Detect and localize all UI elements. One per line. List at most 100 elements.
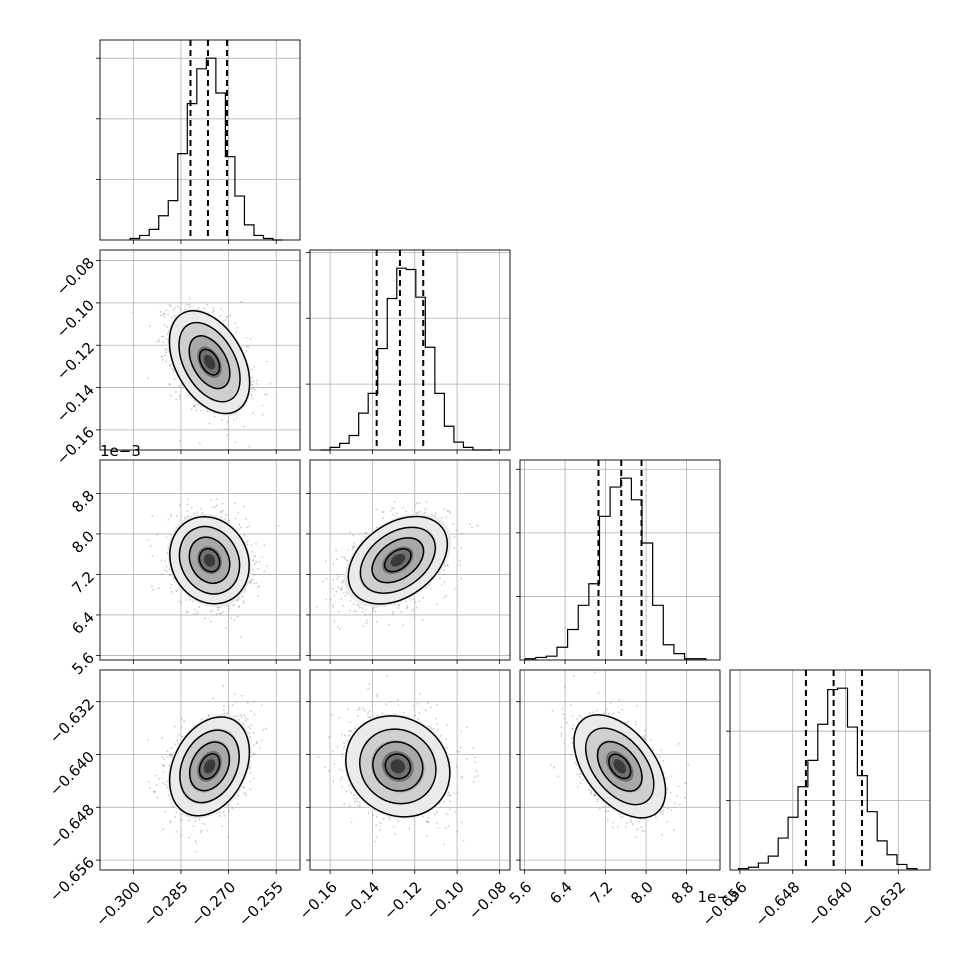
panel-3-point	[162, 781, 165, 784]
panel-4-point	[338, 768, 341, 771]
panel-3-point	[249, 771, 252, 774]
panel-1-point	[232, 603, 235, 606]
panel-1-point	[217, 609, 220, 611]
panel-4-point	[461, 777, 464, 779]
panel-5-point	[593, 794, 596, 797]
x-tick-label-3-2: −0.640	[804, 878, 856, 930]
scatter-panel-0-2-content	[100, 460, 300, 660]
panel-5-point	[644, 734, 647, 737]
panel-0-point	[192, 405, 195, 408]
panel-4-point	[443, 843, 445, 846]
panel-1-point	[164, 560, 167, 562]
panel-1-point	[210, 610, 212, 613]
panel-1-point	[257, 567, 260, 570]
panel-4-contour-0	[384, 753, 412, 780]
panel-5-point	[572, 724, 575, 727]
panel-3-point	[241, 786, 244, 789]
panel-0-point	[211, 311, 214, 314]
panel-2-point	[416, 511, 419, 514]
panel-5-point	[618, 711, 621, 714]
panel-2-point	[372, 607, 374, 610]
panel-5-point	[666, 788, 669, 791]
panel-1-point	[151, 554, 154, 557]
panel-4-point	[357, 804, 359, 807]
histogram-2-steps	[524, 477, 707, 660]
panel-3-point	[181, 735, 183, 738]
panel-0-point	[164, 316, 166, 319]
panel-0-point	[187, 394, 190, 397]
panel-4-point	[436, 723, 439, 726]
panel-1-point	[169, 573, 172, 576]
panel-0-point	[179, 439, 181, 442]
panel-4-point	[344, 734, 346, 737]
panel-4-point	[454, 810, 457, 813]
panel-0-point	[221, 419, 223, 422]
scatter-panel-2-3-content	[520, 670, 720, 870]
histogram-0-frame	[99, 39, 301, 241]
panel-4-point	[437, 728, 440, 731]
panel-2-point	[381, 510, 384, 513]
panel-5-point	[560, 726, 563, 729]
panel-5-point	[675, 795, 678, 798]
panel-0-point	[195, 409, 198, 412]
panel-2-point	[343, 591, 345, 594]
panel-0-point	[161, 359, 164, 361]
panel-2-point	[433, 514, 436, 517]
panel-2-point	[332, 563, 335, 566]
panel-2-point	[376, 526, 378, 528]
panel-1-point	[253, 573, 256, 576]
panel-4-point	[358, 804, 361, 807]
scatter-panel-1-2-content	[310, 460, 510, 660]
panel-2-contour-0	[383, 548, 412, 573]
panel-2-point	[346, 593, 349, 595]
panel-5-contour-0	[608, 753, 632, 780]
panel-1-point	[252, 569, 254, 571]
panel-2-point	[447, 565, 449, 567]
x-tick-label-2-2: 7.2	[587, 878, 617, 908]
panel-4-point	[465, 758, 468, 761]
panel-0-point	[161, 314, 164, 317]
panel-1-point	[251, 550, 253, 553]
panel-5-point	[597, 692, 600, 695]
panel-4-point	[353, 727, 356, 730]
panel-3-point	[170, 802, 173, 805]
panel-0-point	[213, 415, 216, 418]
panel-4-point	[436, 703, 439, 706]
panel-1-point	[190, 506, 193, 509]
panel-4-point	[381, 712, 384, 715]
panel-0-point	[256, 379, 258, 382]
panel-5-point	[596, 800, 599, 803]
panel-3-point	[169, 753, 172, 756]
panel-2-point	[335, 590, 338, 593]
panel-3-point	[222, 709, 225, 712]
panel-4-point	[474, 756, 476, 759]
panel-0-point	[188, 303, 191, 306]
panel-1-point	[258, 585, 260, 588]
panel-0-point	[212, 309, 215, 312]
panel-1-point	[169, 587, 172, 589]
panel-3-point	[252, 752, 255, 755]
panel-5-point	[604, 711, 607, 714]
panel-4-point	[376, 695, 379, 697]
panel-5-point	[662, 759, 665, 762]
y-tick-label-3-3: −0.632	[46, 695, 98, 747]
panel-5-point	[674, 802, 676, 805]
panel-0-point	[158, 340, 161, 343]
panel-5-point	[605, 810, 607, 813]
panel-4-point	[394, 833, 397, 835]
panel-4-point	[385, 703, 388, 706]
panel-0-point	[261, 404, 264, 407]
panel-4-point	[447, 825, 450, 828]
panel-0-point	[155, 340, 158, 343]
panel-0-point	[243, 425, 245, 428]
panel-1-point	[185, 598, 188, 601]
panel-5-point	[687, 763, 690, 766]
panel-0-point	[250, 387, 253, 390]
panel-4-point	[445, 812, 448, 815]
panel-0-point	[188, 297, 191, 300]
panel-0-point	[160, 335, 163, 338]
x-axis-2: 5.6 6.4 7.2 8.0 8.8 1e−3	[506, 878, 739, 908]
x-axis-1: −0.16−0.14−0.12−0.10−0.08	[296, 878, 511, 923]
panel-3-point	[163, 764, 165, 767]
panel-1-point	[156, 533, 158, 536]
